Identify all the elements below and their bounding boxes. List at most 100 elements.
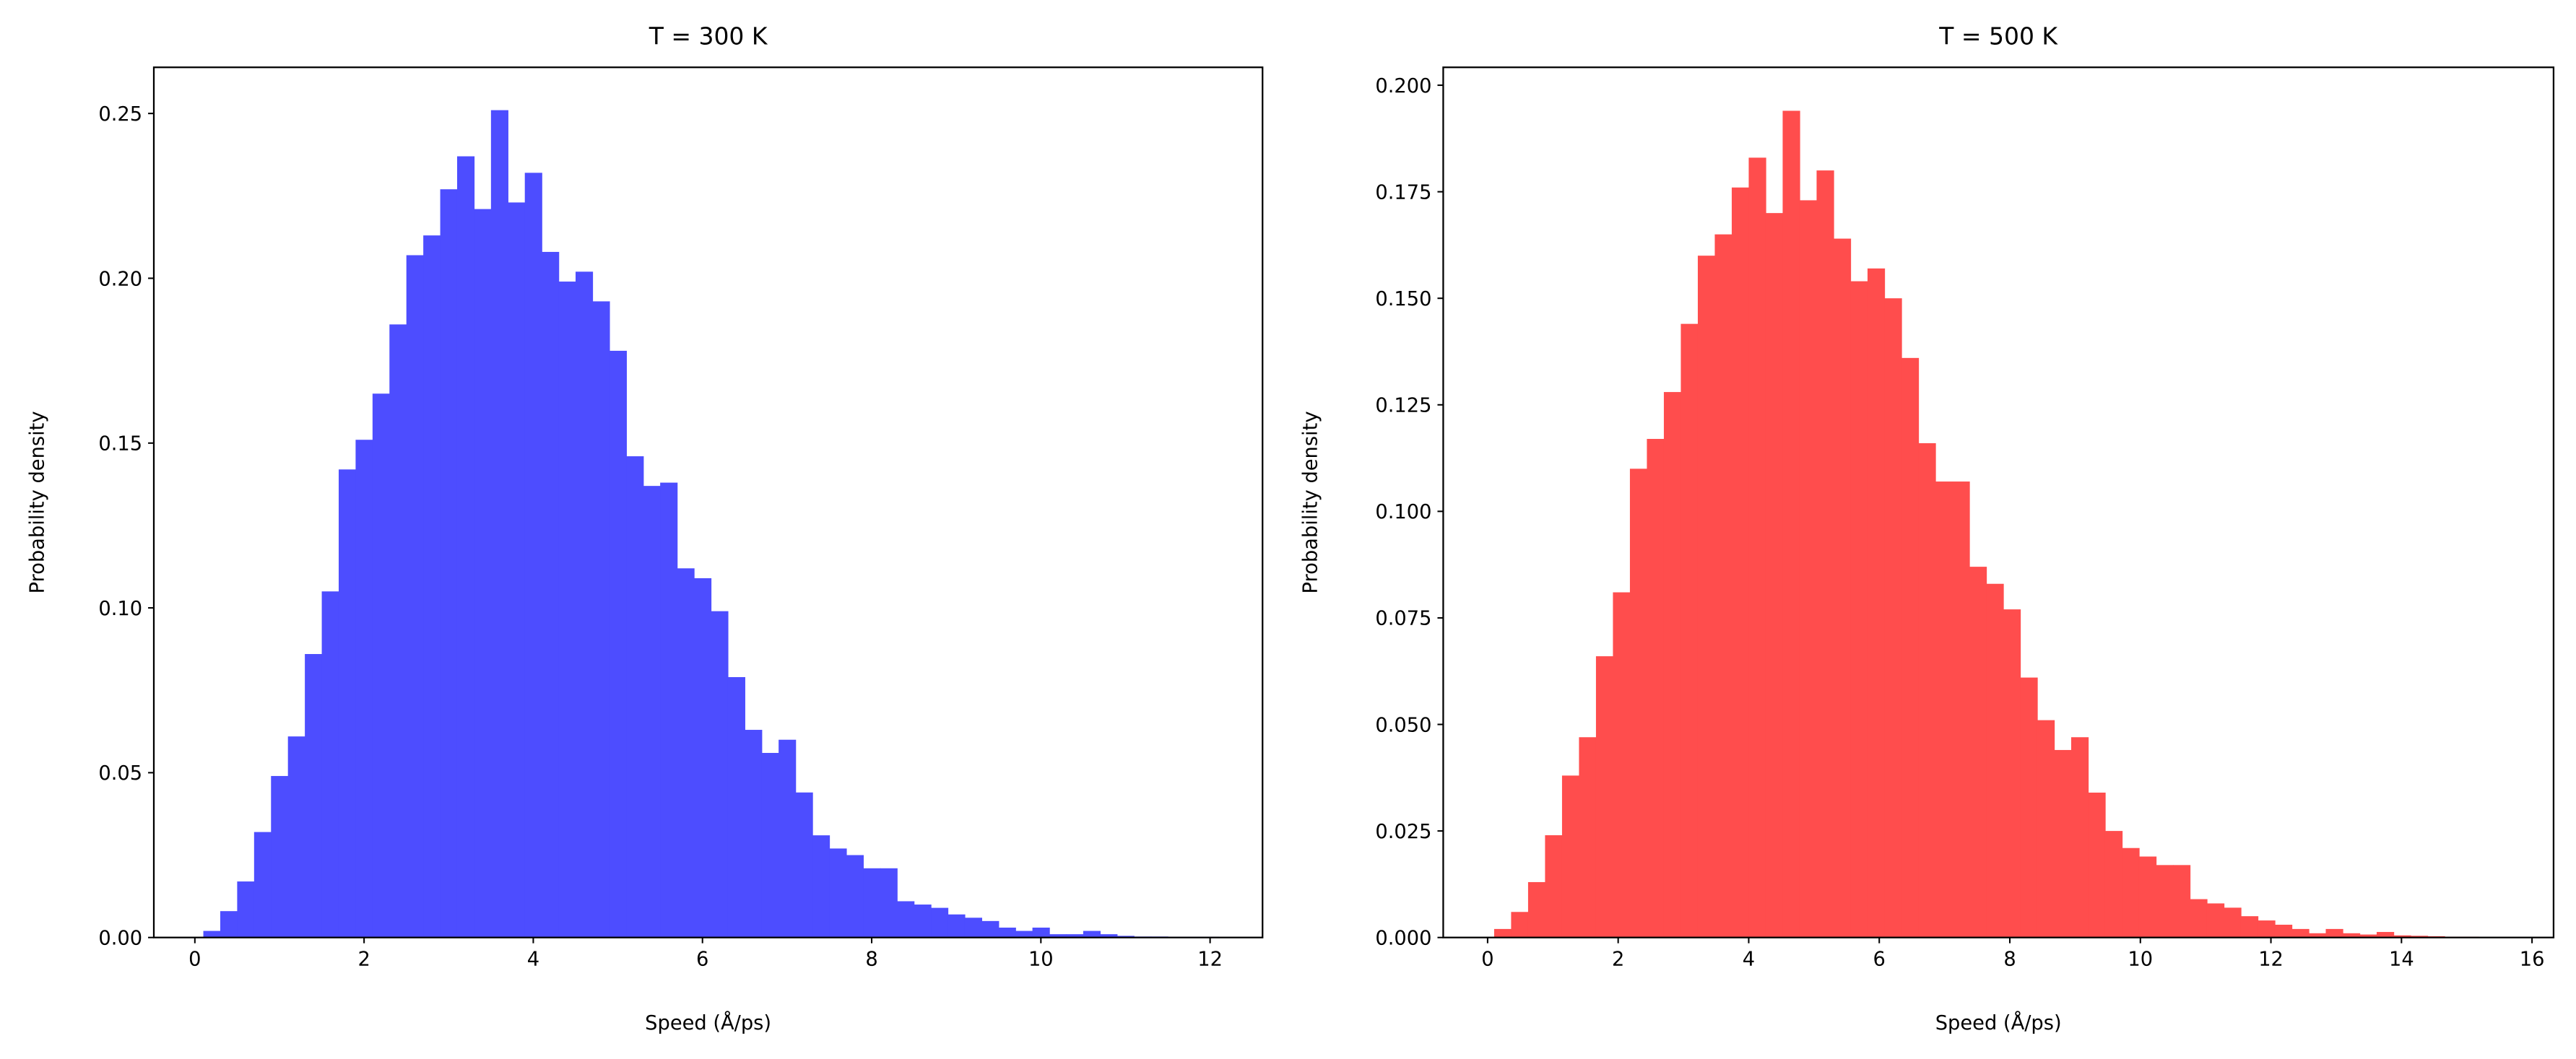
bar (626, 456, 644, 938)
plot-frame (1442, 66, 2555, 938)
bar (1647, 439, 1665, 938)
y-tick-label: 0.175 (1375, 181, 1431, 204)
bar (2359, 934, 2377, 938)
bar (1116, 936, 1135, 938)
bar (372, 393, 390, 938)
bar (1969, 567, 1987, 938)
bar (1952, 481, 1970, 938)
x-tick-label: 12 (1197, 948, 1223, 970)
bar (779, 739, 797, 938)
bar (1579, 737, 1597, 938)
bar (237, 881, 255, 938)
bar (2156, 865, 2174, 938)
bar (253, 832, 272, 938)
bar (271, 775, 289, 938)
bar (947, 914, 966, 938)
y-tick-label: 0.00 (98, 927, 142, 949)
bar (846, 855, 864, 938)
bar (964, 918, 982, 938)
bar (575, 271, 594, 938)
bar (1049, 934, 1067, 938)
bar (998, 927, 1016, 938)
bar (1833, 238, 1852, 938)
bar (643, 486, 661, 938)
bar (1765, 213, 1784, 938)
bar (1527, 881, 1546, 938)
bar (931, 907, 949, 938)
bar (2190, 899, 2208, 938)
bar (1663, 392, 1682, 938)
bar (1681, 323, 1699, 938)
bar (1884, 298, 1902, 938)
bar (880, 868, 898, 938)
y-tick-label: 0.200 (1375, 75, 1431, 97)
bar (1032, 927, 1050, 938)
bar (2172, 865, 2191, 938)
bar (2070, 737, 2089, 938)
bar (1714, 234, 1732, 938)
bar (1816, 170, 1834, 938)
bar (1901, 357, 1920, 938)
bar (863, 868, 881, 938)
bar (2206, 903, 2225, 938)
y-tick-label: 0.050 (1375, 714, 1431, 736)
bar (609, 350, 627, 938)
y-tick-label: 0.05 (98, 762, 142, 785)
x-tick-label: 8 (865, 948, 877, 970)
bar (2325, 928, 2343, 938)
bar (2240, 916, 2259, 938)
bar (1545, 835, 1563, 938)
bar (321, 591, 339, 938)
bar (2104, 831, 2123, 938)
bar (1561, 775, 1580, 938)
bar (220, 911, 238, 938)
subplot: 0 2 4 6 8 10 12 14 16 0.000 0.025 0.050 0.075 0.100 0.… (1299, 22, 2555, 1034)
bar (1748, 157, 1766, 938)
bar (1100, 934, 1118, 938)
bar (2342, 933, 2361, 938)
bar (1799, 200, 1818, 938)
bar (338, 469, 357, 938)
bar (981, 920, 999, 938)
bar (2020, 677, 2038, 938)
bar (1918, 443, 1936, 938)
y-tick-label: 0.25 (98, 103, 142, 126)
bar (1511, 912, 1529, 938)
bar (914, 905, 932, 938)
x-tick-label: 4 (1743, 948, 1755, 970)
y-axis-label: Probability density (27, 411, 49, 594)
bar (795, 792, 813, 938)
x-tick-label: 10 (1028, 948, 1054, 970)
bar (1731, 187, 1750, 938)
bar (812, 835, 831, 938)
x-axis-label: Speed (Å/ps) (645, 1011, 771, 1034)
bar (745, 730, 763, 938)
bar (592, 301, 610, 938)
bar (1986, 583, 2004, 938)
bar (474, 209, 492, 938)
bar (897, 901, 915, 938)
y-tick-label: 0.000 (1375, 927, 1431, 949)
bar (694, 578, 712, 938)
bar (406, 255, 424, 938)
y-tick-label: 0.20 (98, 268, 142, 290)
bar (727, 676, 745, 938)
y-tick-label: 0.15 (98, 433, 142, 456)
bar (2308, 933, 2327, 938)
x-tick-label: 4 (527, 948, 539, 970)
plot-frame (152, 66, 1264, 938)
bar (287, 736, 305, 938)
x-tick-label: 14 (2389, 948, 2414, 970)
bar (524, 173, 542, 938)
bar (1782, 110, 1800, 938)
x-tick-label: 12 (2258, 948, 2284, 970)
x-tick-label: 8 (2003, 948, 2016, 970)
bar (2258, 920, 2276, 938)
bar (355, 440, 373, 938)
bar (677, 568, 695, 938)
bar (1083, 931, 1101, 938)
bar (2410, 936, 2429, 938)
y-tick-label: 0.025 (1375, 821, 1431, 843)
